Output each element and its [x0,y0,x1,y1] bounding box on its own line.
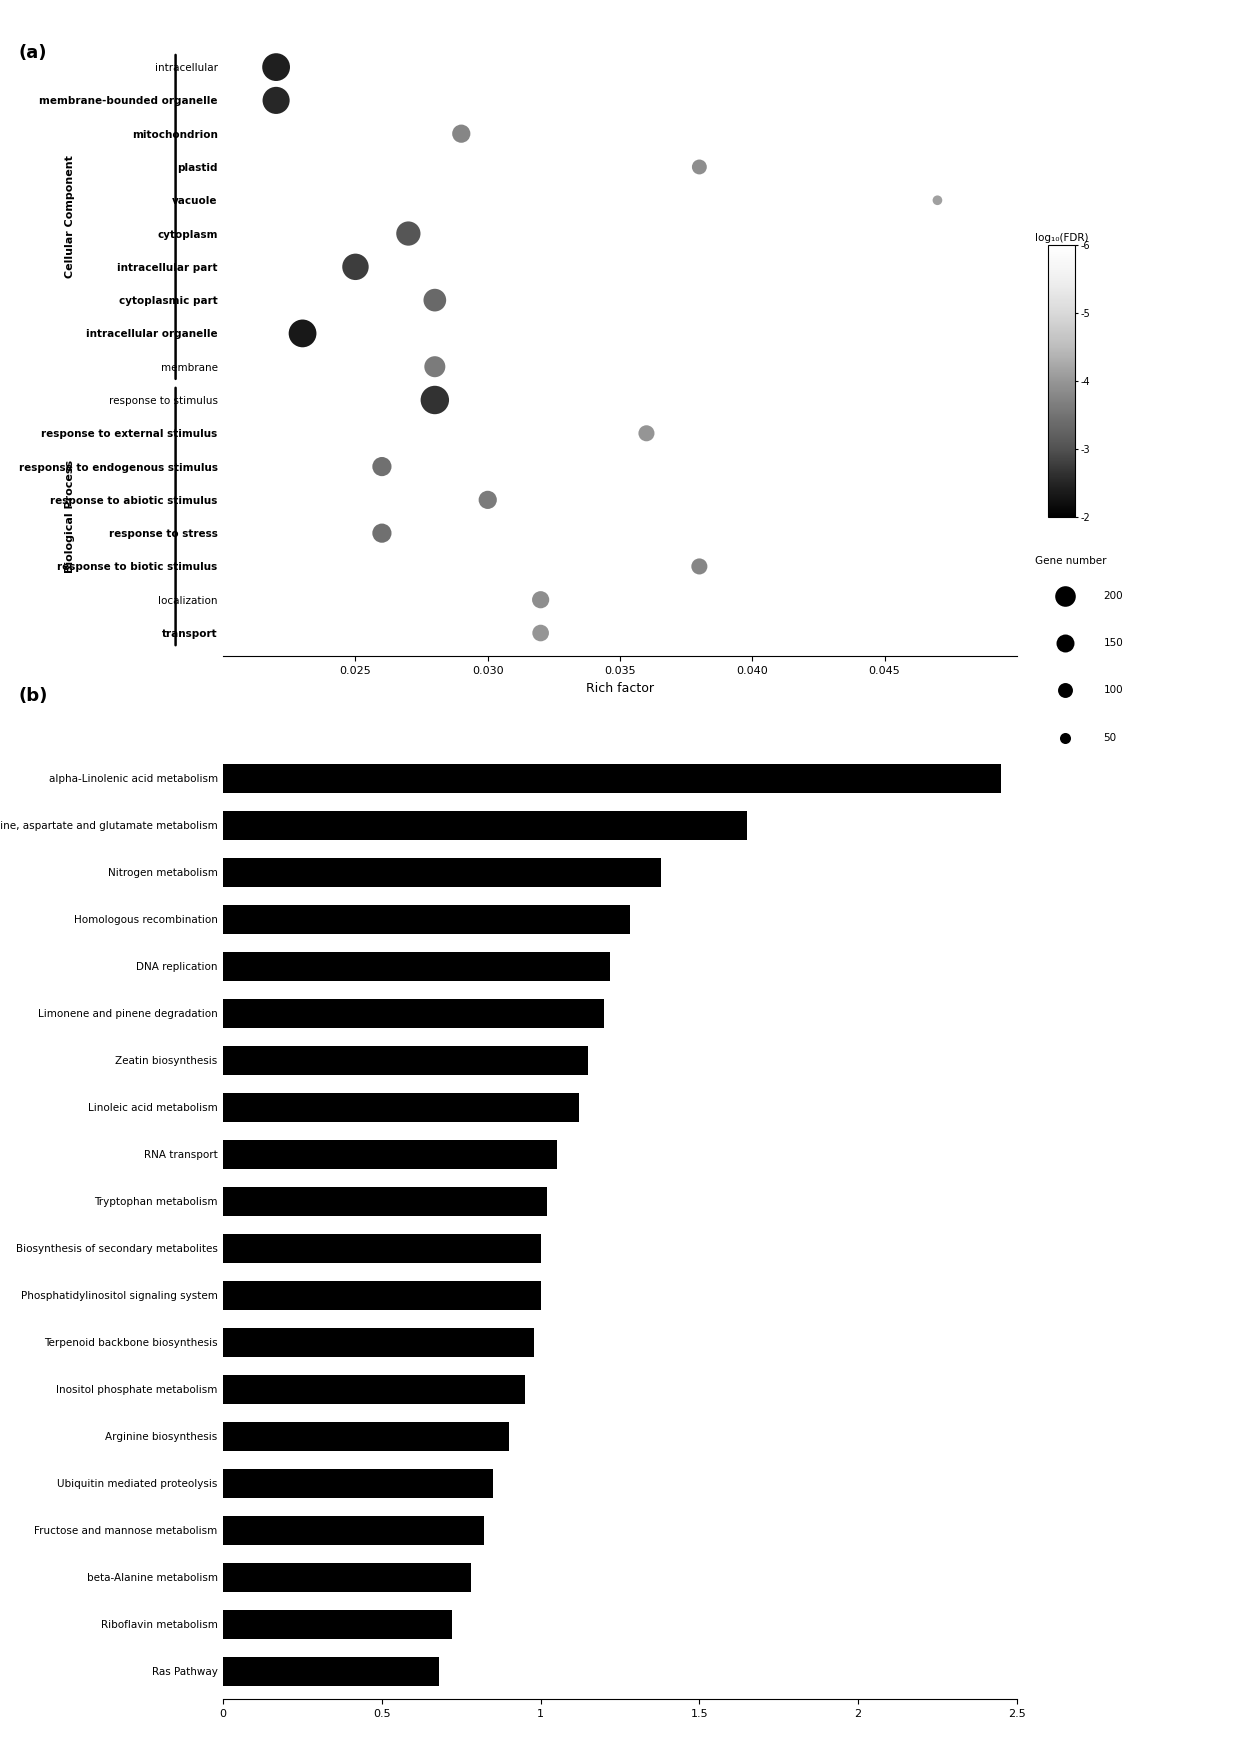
Text: Biological Process: Biological Process [64,461,74,573]
Text: 200: 200 [1104,590,1123,601]
Point [267,86,286,114]
Bar [223,764,1001,794]
Bar [223,1139,557,1169]
Point [267,53,286,81]
Point [689,552,709,580]
Bar [223,999,604,1028]
Bar [223,1421,508,1451]
X-axis label: Rich factor: Rich factor [587,682,653,694]
Text: Cellular Component: Cellular Component [64,156,74,279]
Bar [223,1186,547,1216]
Point [1055,582,1075,610]
Text: (b): (b) [19,687,48,704]
Point [425,385,445,413]
Bar [223,1610,451,1638]
Bar [223,1375,525,1403]
Point [293,319,312,347]
Point [1055,629,1075,657]
Point [531,585,551,613]
Bar [223,858,661,887]
Bar [223,1233,541,1263]
Point [1055,724,1075,752]
Bar [223,811,746,839]
Point [372,452,392,480]
Point [636,419,656,447]
Text: 150: 150 [1104,638,1123,648]
Text: (a): (a) [19,44,47,61]
Title: log₁₀(FDR): log₁₀(FDR) [1034,233,1089,244]
Text: Gene number: Gene number [1035,555,1107,566]
Point [477,485,497,513]
Bar [223,1468,494,1498]
Point [1055,676,1075,704]
Bar [223,1281,541,1310]
Point [451,119,471,147]
Point [346,252,366,280]
Bar [223,1515,484,1545]
Bar [223,1093,579,1121]
Text: 50: 50 [1104,732,1117,743]
Bar [223,1328,534,1356]
Point [689,152,709,180]
Text: 100: 100 [1104,685,1123,696]
Bar [223,1657,439,1685]
Point [398,219,418,247]
Bar [223,904,630,934]
Bar [223,951,610,981]
Point [425,286,445,314]
Point [372,519,392,547]
Bar [223,1563,471,1593]
Bar [223,1046,588,1074]
Point [425,352,445,380]
Point [531,618,551,646]
Point [928,186,947,214]
